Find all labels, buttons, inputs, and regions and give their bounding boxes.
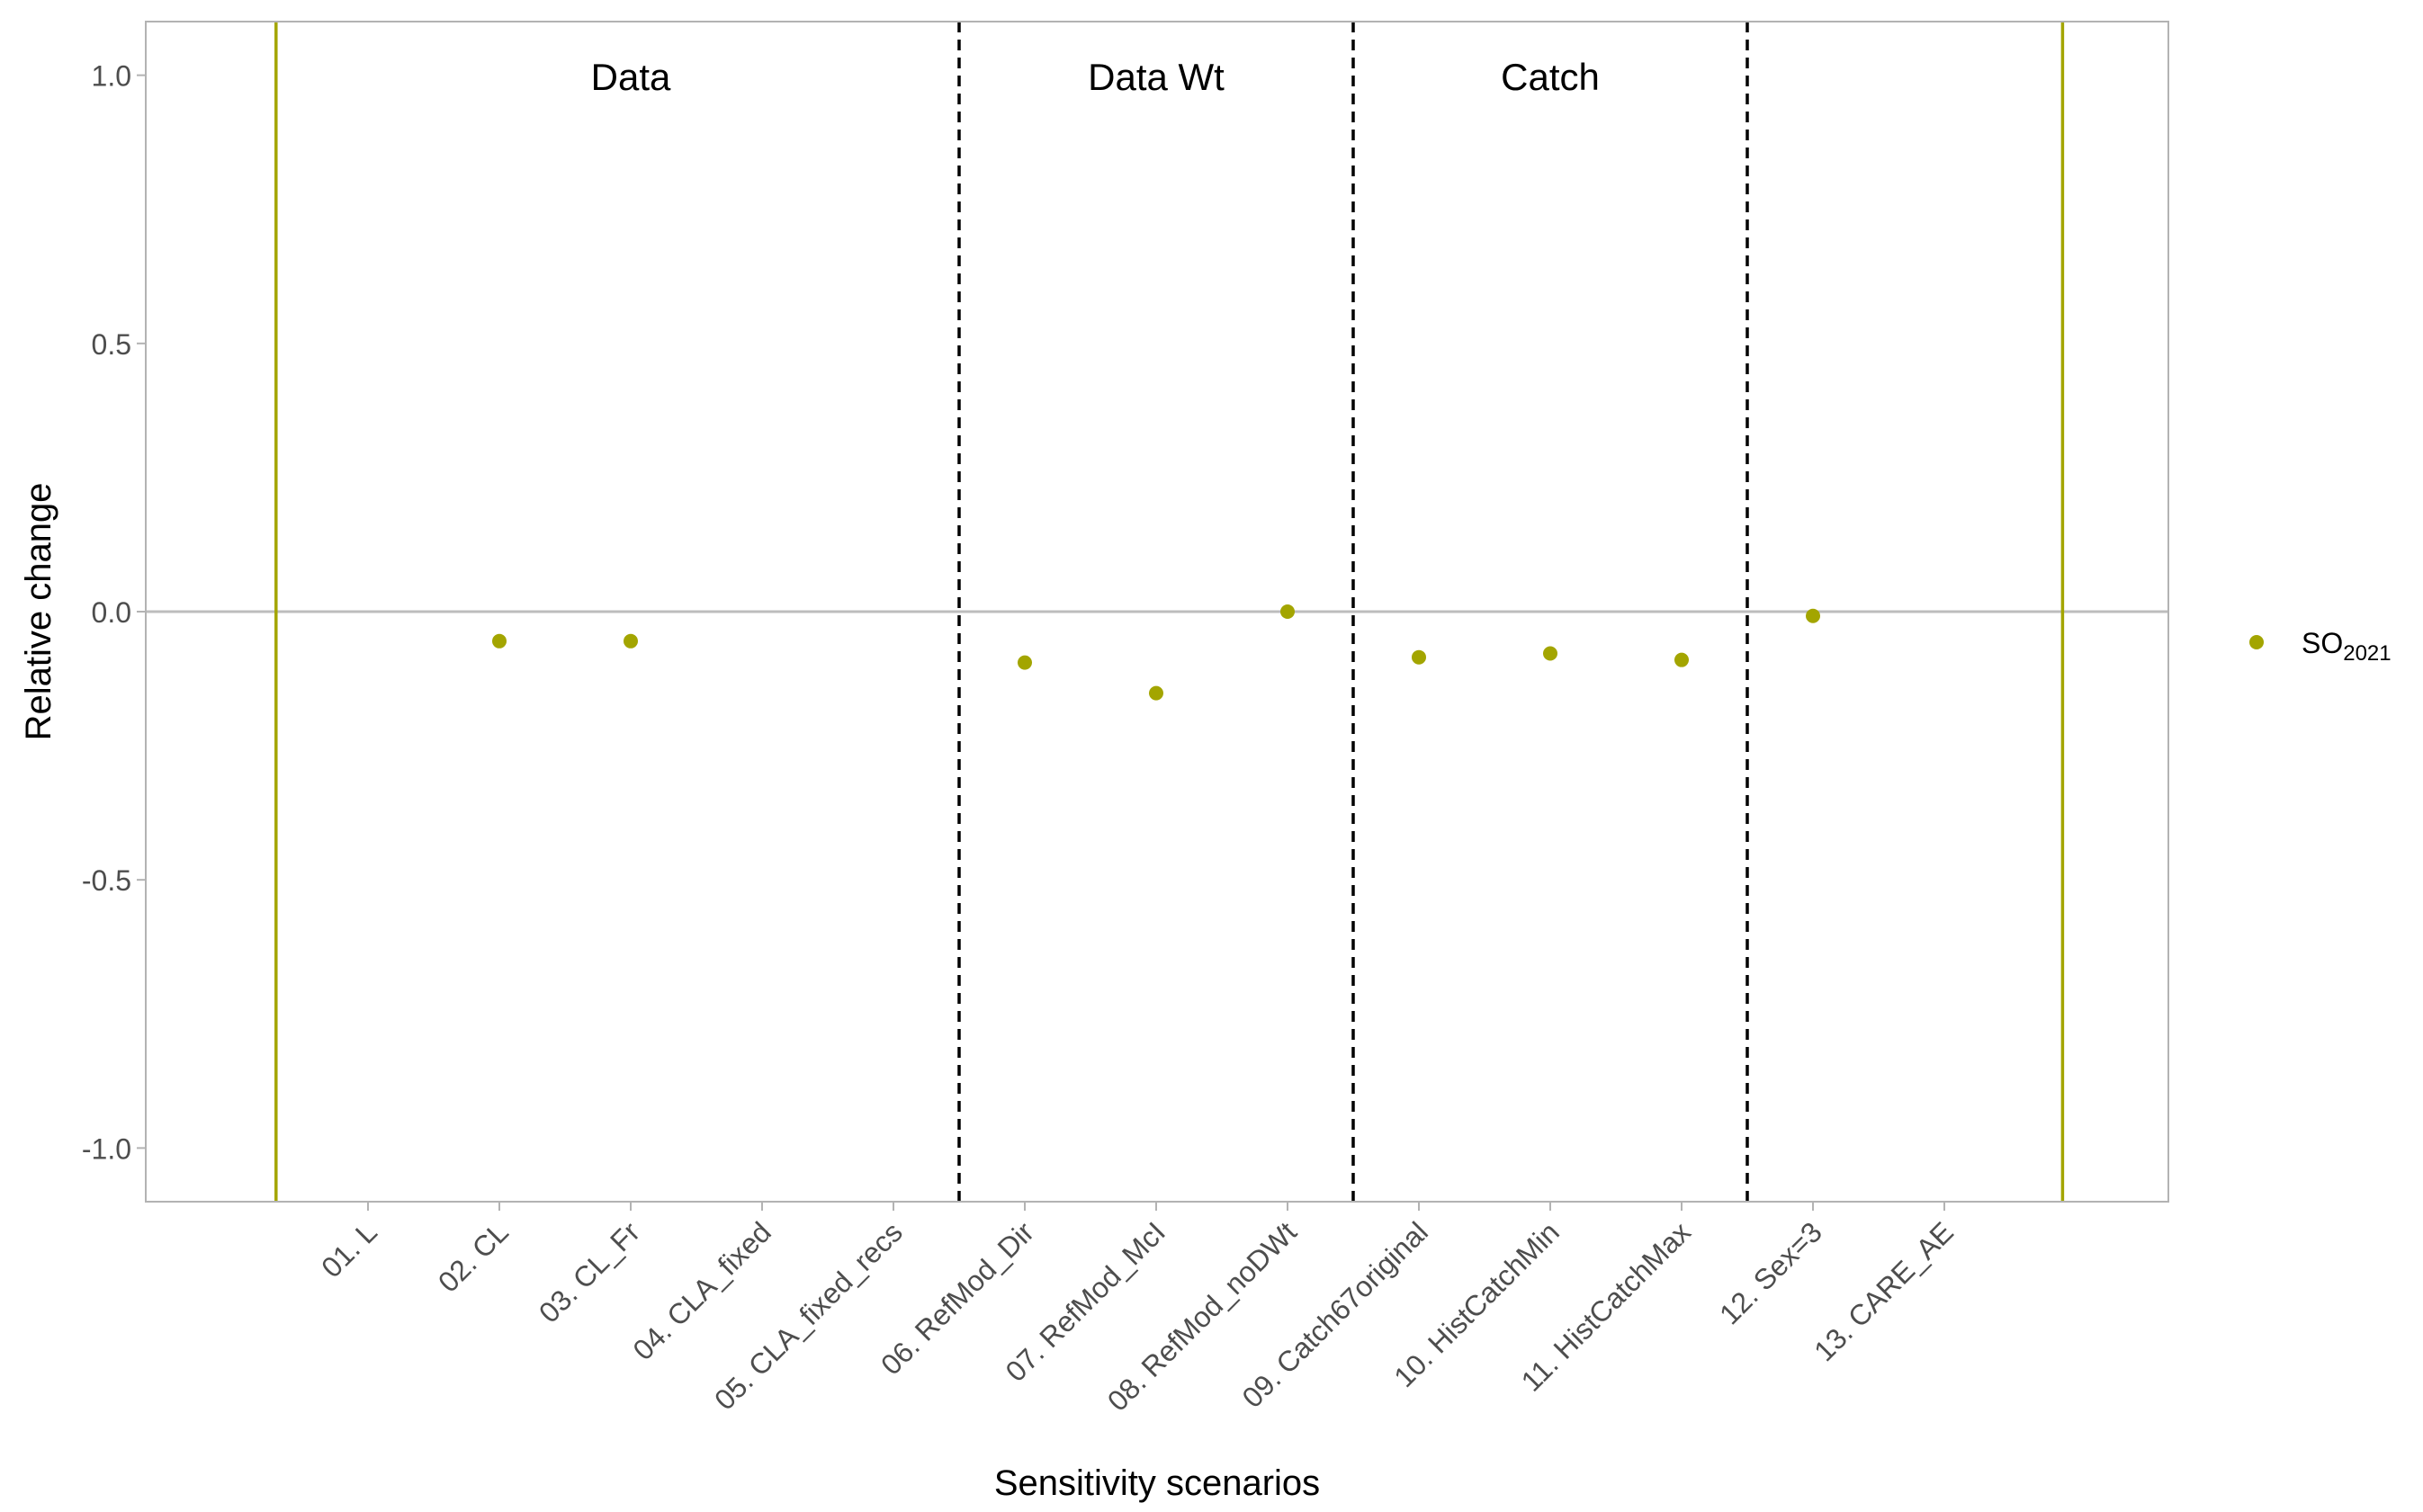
data-point xyxy=(624,633,638,649)
y-tick-label: 1.0 xyxy=(92,60,131,93)
data-point xyxy=(1412,649,1426,665)
group-labels: Data Data Wt Catch xyxy=(591,56,1600,98)
data-point xyxy=(1149,685,1163,701)
legend-label: SO2021 xyxy=(2302,627,2392,666)
y-tick-label: -0.5 xyxy=(82,864,131,897)
data-points xyxy=(492,604,1820,701)
legend: SO2021 xyxy=(2249,627,2392,666)
data-point xyxy=(1806,608,1820,623)
y-tick-label: 0.0 xyxy=(92,596,131,629)
data-point xyxy=(1280,604,1295,619)
reference-lines xyxy=(146,22,2168,1202)
y-tick-label: 0.5 xyxy=(92,328,131,361)
data-point xyxy=(1674,652,1689,667)
data-point xyxy=(492,633,507,649)
group-label: Data Wt xyxy=(1088,56,1225,98)
x-axis-title: Sensitivity scenarios xyxy=(994,1463,1320,1503)
group-label: Data xyxy=(591,56,671,98)
y-axis-title: Relative change xyxy=(19,483,58,741)
legend-key xyxy=(2249,635,2264,649)
data-point xyxy=(1018,655,1032,670)
y-tick-label: -1.0 xyxy=(82,1132,131,1165)
group-label: Catch xyxy=(1501,56,1600,98)
data-point xyxy=(1543,646,1557,661)
